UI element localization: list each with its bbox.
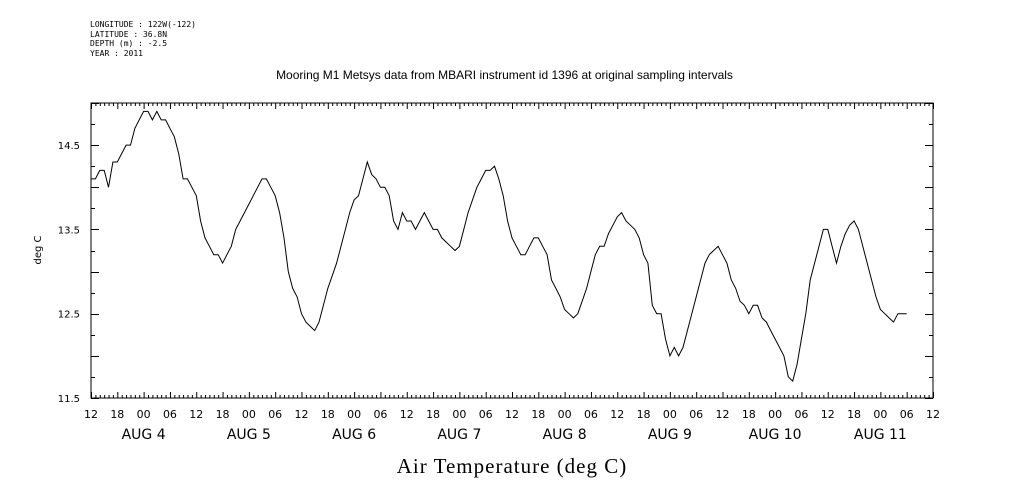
x-hour-tick-label: 00: [347, 408, 361, 421]
x-day-tick-label: AUG 9: [648, 427, 692, 443]
x-hour-tick-label: 00: [873, 408, 887, 421]
x-hour-tick-label: 18: [110, 408, 124, 421]
x-hour-tick-label: 00: [242, 408, 256, 421]
x-hour-tick-label: 06: [373, 408, 387, 421]
x-hour-tick-label: 06: [584, 408, 598, 421]
x-hour-tick-label: 18: [321, 408, 335, 421]
longitude-text: LONGITUDE : 122W(-122): [90, 20, 196, 29]
x-day-tick-label: AUG 8: [543, 427, 587, 443]
x-hour-tick-label: 00: [768, 408, 782, 421]
y-tick-label: 12.5: [58, 310, 80, 321]
x-day-tick-label: AUG 4: [122, 427, 166, 443]
x-day-tick-label: AUG 7: [437, 427, 481, 443]
x-hour-tick-label: 12: [610, 408, 624, 421]
depth-text: DEPTH (m) : -2.5: [90, 39, 168, 48]
x-hour-tick-label: 18: [531, 408, 545, 421]
x-hour-tick-label: 06: [268, 408, 282, 421]
x-tick-labels: 12 18 00 06 12 18 00 06 12 18 00 06 12 18 00 06 12 18 00 06…: [84, 408, 940, 443]
x-hour-tick-label: 12: [84, 408, 98, 421]
x-hour-tick-label: 18: [637, 408, 651, 421]
x-hour-tick-label: 06: [163, 408, 177, 421]
x-hour-tick-label: 12: [295, 408, 309, 421]
y-tick-labels: 14.5 13.5 12.5 11.5: [58, 141, 80, 405]
y-tick-label: 13.5: [58, 225, 80, 236]
tick-marks: [91, 103, 934, 399]
y-tick-label: 11.5: [58, 394, 80, 405]
year-text: YEAR : 2011: [90, 48, 143, 58]
x-hour-tick-label: 12: [505, 408, 519, 421]
x-hour-tick-label: 06: [794, 408, 808, 421]
chart-title: Mooring M1 Metsys data from MBARI instru…: [276, 68, 733, 82]
x-hour-tick-label: 00: [558, 408, 572, 421]
x-hour-tick-label: 18: [847, 408, 861, 421]
x-day-tick-label: AUG 5: [227, 427, 271, 443]
x-hour-tick-label: 12: [821, 408, 835, 421]
x-hour-tick-label: 18: [742, 408, 756, 421]
y-axis-label: deg C: [33, 235, 44, 264]
x-day-tick-label: AUG 11: [854, 427, 907, 443]
x-axis-title: Air Temperature (deg C): [396, 454, 628, 478]
x-day-tick-label: AUG 10: [749, 427, 802, 443]
plot-frame: [90, 102, 934, 399]
x-hour-tick-label: 06: [900, 408, 914, 421]
air-temperature-series-line: [91, 110, 907, 383]
x-hour-tick-label: 06: [479, 408, 493, 421]
x-hour-tick-label: 12: [400, 408, 414, 421]
x-hour-tick-label: 06: [689, 408, 703, 421]
x-hour-tick-label: 12: [189, 408, 203, 421]
y-tick-label: 14.5: [58, 141, 80, 152]
x-hour-tick-label: 18: [426, 408, 440, 421]
x-hour-tick-label: 00: [452, 408, 466, 421]
x-hour-tick-label: 18: [216, 408, 230, 421]
x-hour-tick-label: 00: [137, 408, 151, 421]
x-hour-tick-label: 12: [716, 408, 730, 421]
latitude-text: LATITUDE : 36.8N: [90, 29, 168, 39]
x-day-tick-label: AUG 6: [332, 427, 376, 443]
metadata-block: LONGITUDE : 122W(-122) LATITUDE : 36.8N …: [90, 20, 196, 58]
x-hour-tick-label: 12: [926, 408, 940, 421]
x-hour-tick-label: 00: [663, 408, 677, 421]
